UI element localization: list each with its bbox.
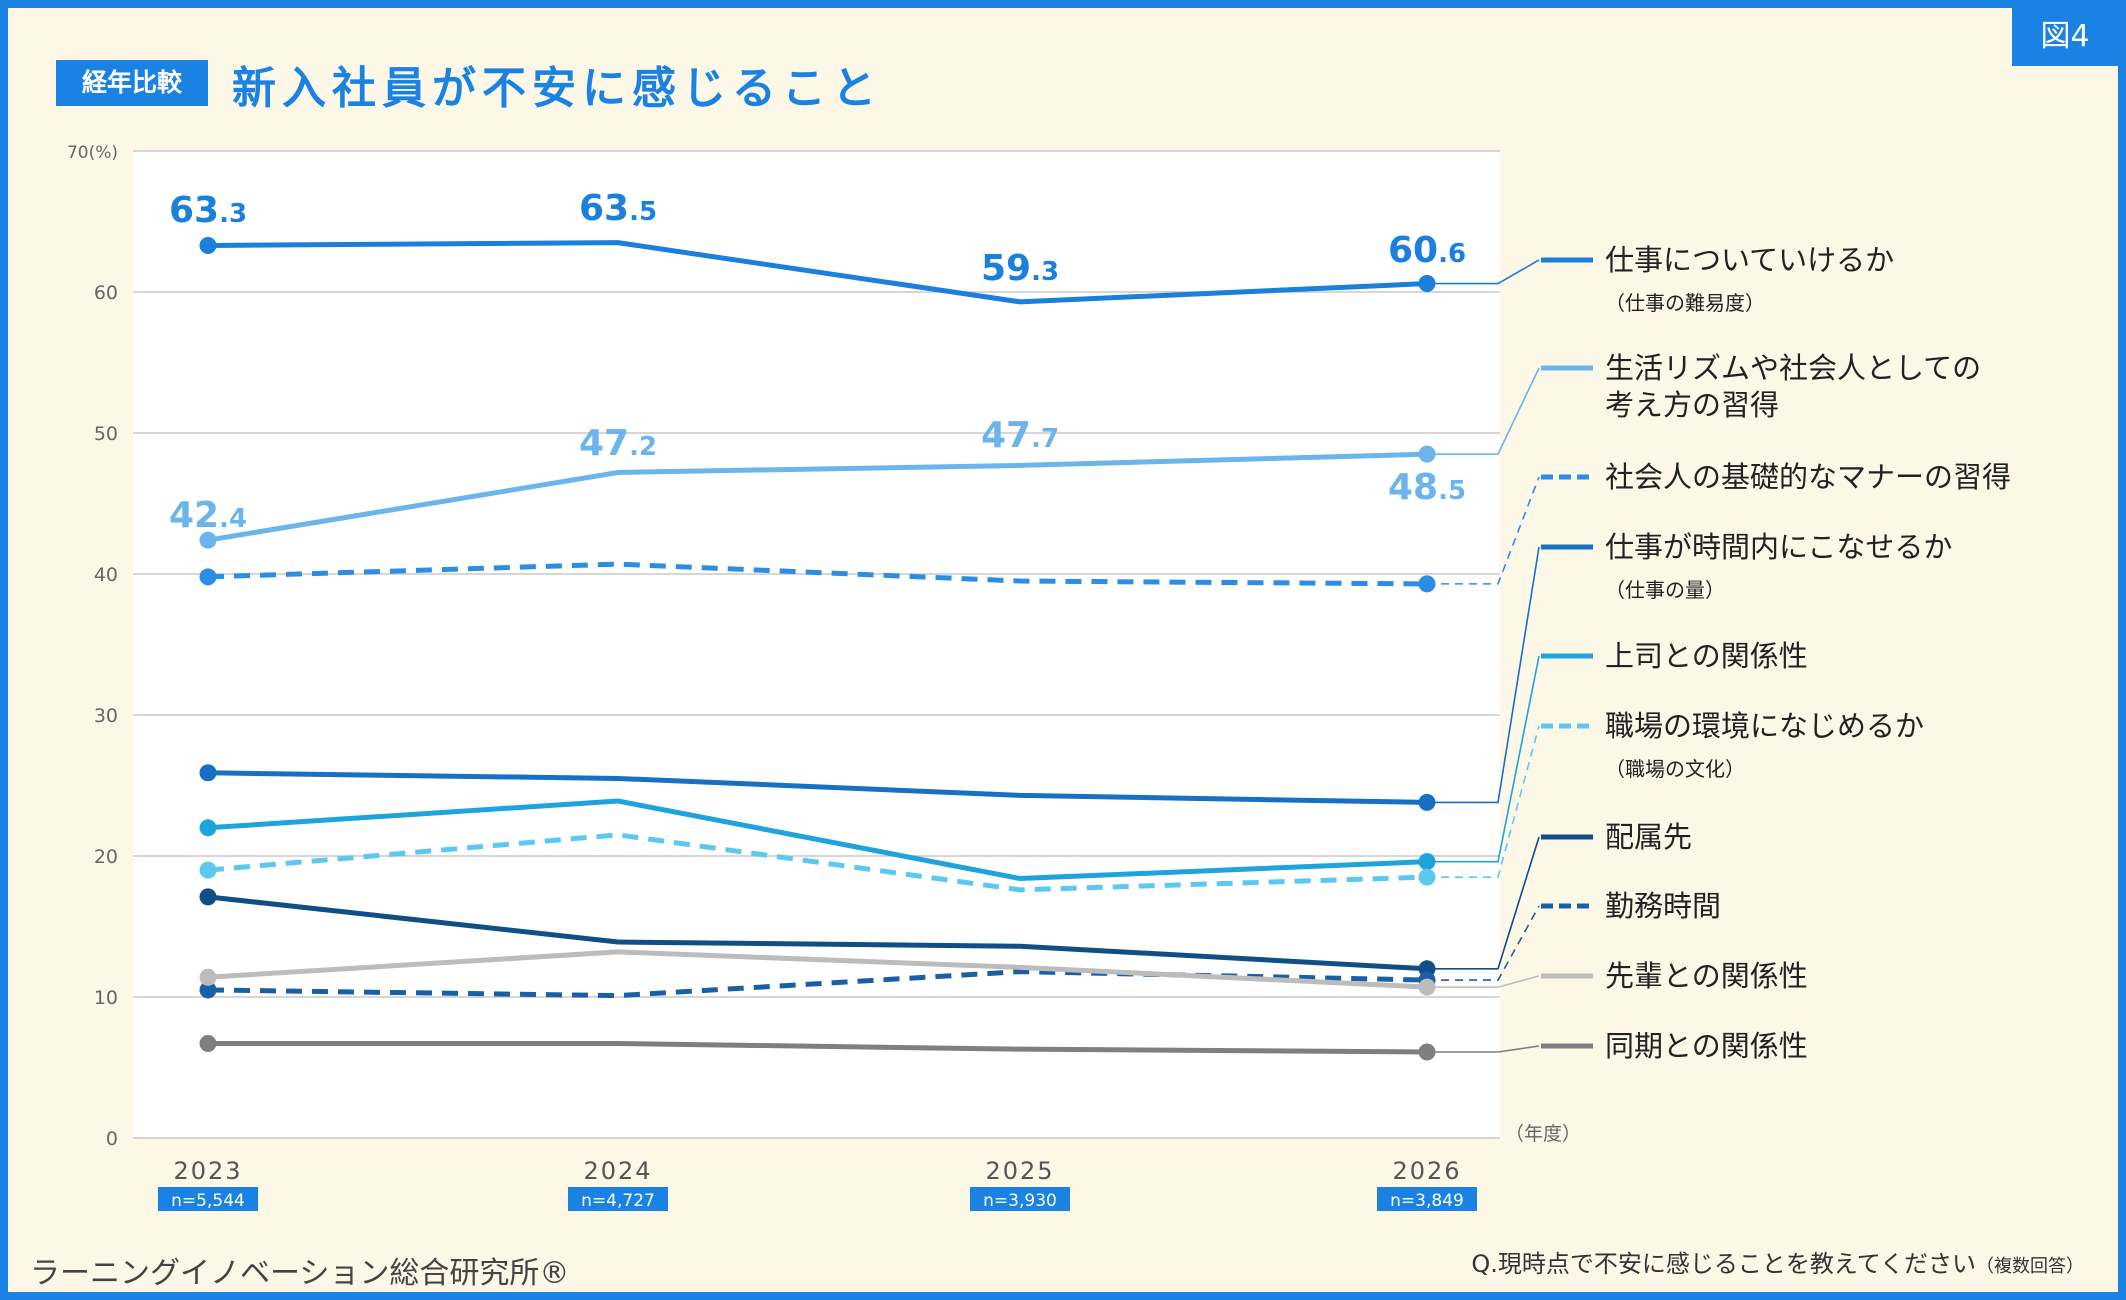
legend-label: 職場の環境になじめるか xyxy=(1605,709,1924,743)
x-tick-label: 2024 xyxy=(583,1157,652,1185)
legend-label: 考え方の習得 xyxy=(1605,388,1779,422)
data-label: 63.3 xyxy=(169,190,247,231)
legend-connector xyxy=(1427,655,1540,863)
chart-title: 新入社員が不安に感じること xyxy=(232,63,882,114)
legend-connector xyxy=(1427,476,1540,585)
series-line xyxy=(207,832,1428,893)
legend-label: 仕事についていけるか xyxy=(1605,243,1894,277)
legend-sublabel: （仕事の難易度） xyxy=(1605,291,1765,315)
sample-size-badge xyxy=(970,1187,1070,1211)
series-line xyxy=(207,770,1428,805)
legend-connector xyxy=(1427,259,1540,285)
y-tick-label: 10 xyxy=(94,987,118,1009)
y-top-label: 70(%) xyxy=(67,143,118,163)
x-tick-label: 2023 xyxy=(173,1157,242,1185)
legend-sublabel: （職場の文化） xyxy=(1605,757,1745,781)
sample-size-label: n=5,544 xyxy=(171,1191,245,1211)
legend-connector xyxy=(1427,905,1540,981)
legend-connector xyxy=(1427,1045,1540,1053)
y-tick-label: 60 xyxy=(94,282,118,304)
data-point xyxy=(199,888,217,906)
series-line xyxy=(207,949,1428,990)
y-tick-label: 40 xyxy=(94,564,118,586)
data-point xyxy=(199,764,217,782)
sample-size-label: n=3,930 xyxy=(983,1191,1057,1211)
legend-label: 社会人の基礎的なマナーの習得 xyxy=(1605,460,2011,494)
data-label: 63.5 xyxy=(579,188,657,229)
sample-size-label: n=4,727 xyxy=(581,1191,655,1211)
legend-connector xyxy=(1427,367,1540,455)
series-line xyxy=(207,451,1428,543)
sample-size-badge xyxy=(158,1187,258,1211)
data-label: 48.5 xyxy=(1388,467,1466,508)
x-unit-label: （年度） xyxy=(1505,1123,1581,1145)
line-chart: 0 10 20 30 40 50 60 70(%) （年度） 2023 n=5,544 2024 n=4… xyxy=(67,143,2011,1211)
data-point xyxy=(199,981,217,999)
plot-area xyxy=(133,151,1500,1138)
legend-label: 上司との関係性 xyxy=(1605,639,1808,673)
legend-connector xyxy=(1427,975,1540,988)
figure-label: 図4 xyxy=(2012,8,2118,66)
legend-label: 仕事が時間内にこなせるか xyxy=(1605,530,1952,564)
legend-connector xyxy=(1427,725,1540,878)
x-tick-label: 2025 xyxy=(985,1157,1054,1185)
legend-sublabel: （仕事の量） xyxy=(1605,578,1725,602)
data-label: 47.7 xyxy=(981,415,1059,456)
question-answer-type: （複数回答） xyxy=(1976,1256,2084,1277)
data-point xyxy=(199,968,217,986)
sample-size-label: n=3,849 xyxy=(1390,1191,1464,1211)
title-badge: 経年比較 xyxy=(56,60,208,106)
data-point xyxy=(199,861,217,879)
legend-label: 勤務時間 xyxy=(1605,889,1721,923)
series-line xyxy=(208,1041,1428,1055)
data-label: 47.2 xyxy=(579,423,657,464)
legend-connector xyxy=(1427,546,1540,804)
question-note: Q.現時点で不安に感じることを教えてください（複数回答） xyxy=(1471,1244,2084,1279)
data-point xyxy=(199,568,217,586)
data-point xyxy=(199,819,217,837)
legend-connector xyxy=(1427,836,1540,970)
data-label: 59.3 xyxy=(981,248,1059,289)
data-label: 42.4 xyxy=(169,495,247,536)
series-line xyxy=(207,240,1428,305)
y-tick-label: 0 xyxy=(106,1128,118,1150)
series-line xyxy=(207,561,1428,587)
data-point xyxy=(199,531,217,549)
legend-label: 配属先 xyxy=(1605,820,1692,854)
data-point xyxy=(199,236,217,254)
publisher-name: ラーニングイノベーション総合研究所® xyxy=(30,1256,570,1291)
y-tick-label: 50 xyxy=(94,423,118,445)
y-tick-label: 30 xyxy=(94,705,118,727)
x-tick-label: 2026 xyxy=(1392,1157,1461,1185)
legend-label: 生活リズムや社会人としての xyxy=(1605,351,1981,385)
data-point xyxy=(199,1035,217,1053)
legend-label: 先輩との関係性 xyxy=(1605,959,1808,993)
question-text: Q.現時点で不安に感じることを教えてください xyxy=(1471,1250,1976,1278)
legend-label: 同期との関係性 xyxy=(1605,1029,1808,1063)
sample-size-badge xyxy=(1377,1187,1477,1211)
sample-size-badge xyxy=(568,1187,668,1211)
data-label: 60.6 xyxy=(1388,230,1466,271)
series-line xyxy=(207,798,1428,882)
series-line xyxy=(207,894,1428,972)
y-tick-label: 20 xyxy=(94,846,118,868)
